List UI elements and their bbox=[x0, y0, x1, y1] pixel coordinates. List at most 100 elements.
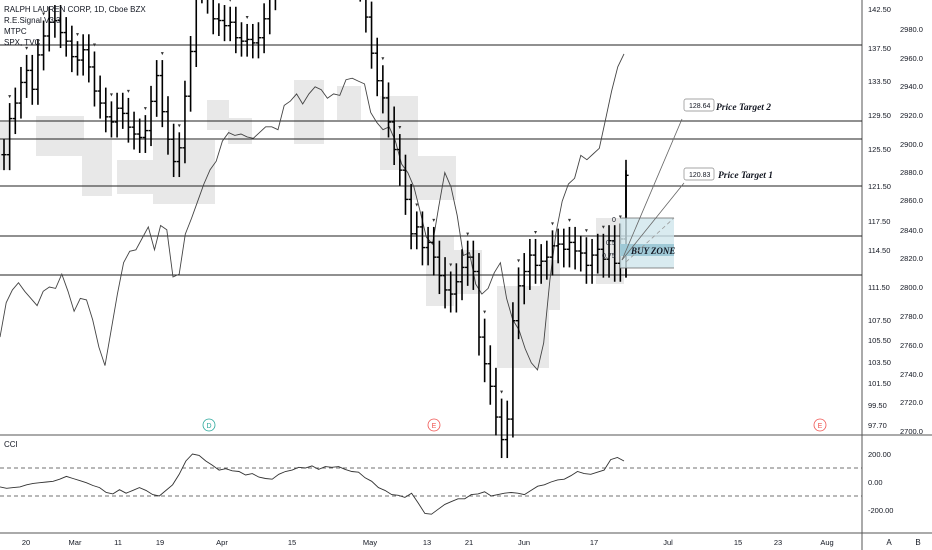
price-pane[interactable] bbox=[0, 0, 862, 434]
signal-arrow bbox=[143, 107, 147, 111]
signal-arrow bbox=[584, 229, 588, 233]
time-tick: 23 bbox=[774, 538, 782, 547]
spx-path bbox=[0, 53, 625, 371]
signal-arrow bbox=[567, 218, 571, 222]
spx-tick: 2760.0 bbox=[900, 341, 923, 350]
time-tick: 20 bbox=[22, 538, 30, 547]
cci-tick: 200.00 bbox=[868, 450, 891, 459]
price-tick: 97.70 bbox=[868, 421, 887, 430]
signal-arrow bbox=[109, 93, 113, 97]
time-axis[interactable]: 20 Mar 11 19 Apr 15 May 13 21 Jun 17 Jul 15 23 Aug bbox=[22, 538, 834, 547]
indicator-resignal[interactable]: R.E.Signal V3.3 bbox=[4, 16, 61, 25]
signal-arrow bbox=[449, 263, 453, 267]
signal-arrow bbox=[432, 218, 436, 222]
price-tick: 101.50 bbox=[868, 379, 891, 388]
price-tick: 137.50 bbox=[868, 44, 891, 53]
target1-annotation[interactable]: 120.83 Price Target 1 bbox=[683, 167, 773, 181]
target1-label: Price Target 1 bbox=[718, 171, 773, 181]
event-markers[interactable]: D E E bbox=[202, 418, 827, 432]
signal-arrow bbox=[550, 222, 554, 226]
cci-line bbox=[0, 453, 862, 515]
signal-arrow bbox=[25, 46, 29, 50]
time-tick: Jul bbox=[663, 538, 673, 547]
spx-tick: 2840.0 bbox=[900, 226, 923, 235]
signal-arrow bbox=[92, 43, 96, 47]
time-tick: Aug bbox=[820, 538, 833, 547]
signal-arrow bbox=[42, 12, 46, 16]
time-tick: 21 bbox=[465, 538, 473, 547]
spx-tick: 2720.0 bbox=[900, 398, 923, 407]
price-tick: 142.50 bbox=[868, 5, 891, 14]
spx-tick: 2940.0 bbox=[900, 82, 923, 91]
spx-line bbox=[0, 53, 625, 371]
cci-label: CCI bbox=[4, 440, 18, 449]
signal-arrow bbox=[8, 95, 12, 99]
target2-annotation[interactable]: 128.64 Price Target 2 bbox=[683, 98, 771, 113]
spx-tick: 2900.0 bbox=[900, 140, 923, 149]
signal-arrow bbox=[229, 0, 232, 2]
chart-title: RALPH LAUREN CORP, 1D, Cboe BZX bbox=[4, 5, 146, 14]
price-tick: 99.50 bbox=[868, 401, 887, 410]
time-tick: 19 bbox=[156, 538, 164, 547]
price-tick: 111.50 bbox=[868, 283, 890, 292]
signal-arrow bbox=[245, 15, 249, 19]
price-tick: 133.50 bbox=[868, 77, 891, 86]
earnings-marker-2[interactable] bbox=[813, 418, 827, 432]
earnings-marker-1[interactable] bbox=[427, 418, 441, 432]
price-tick: 105.50 bbox=[868, 336, 891, 345]
time-tick: 17 bbox=[590, 538, 598, 547]
price-tick: 117.50 bbox=[868, 217, 890, 226]
cci-pane[interactable] bbox=[0, 436, 862, 532]
signal-arrow bbox=[76, 33, 80, 37]
target1-projection[interactable] bbox=[621, 182, 685, 261]
spx-tick: 2880.0 bbox=[900, 168, 923, 177]
fib-05-label: 0.5 bbox=[606, 240, 616, 247]
earnings-marker-2-label: E bbox=[818, 423, 823, 430]
signal-arrow bbox=[618, 215, 622, 219]
price-tick: 107.50 bbox=[868, 316, 891, 325]
earnings-marker-1-label: E bbox=[432, 423, 437, 430]
auto-scale-button[interactable]: A bbox=[886, 538, 892, 547]
spx-tick: 2700.0 bbox=[900, 427, 923, 436]
cci-axis[interactable]: 200.00 0.00 -200.00 bbox=[868, 450, 893, 515]
dividend-marker-label: D bbox=[206, 423, 211, 430]
signal-arrow bbox=[381, 57, 385, 61]
signal-arrow bbox=[177, 124, 181, 128]
indicator-spx[interactable]: SPX, TVC bbox=[4, 38, 41, 47]
signal-arrow bbox=[160, 52, 164, 56]
fib-0-label: 0 bbox=[612, 217, 616, 224]
spx-tick: 2740.0 bbox=[900, 370, 923, 379]
price-levels[interactable] bbox=[0, 44, 862, 276]
price-tick: 103.50 bbox=[868, 358, 891, 367]
dividend-marker[interactable] bbox=[202, 418, 216, 432]
legend: RALPH LAUREN CORP, 1D, Cboe BZX R.E.Sign… bbox=[4, 5, 146, 47]
cci-path bbox=[0, 453, 625, 515]
cci-tick: -200.00 bbox=[868, 506, 893, 515]
signal-arrow bbox=[500, 390, 504, 394]
signal-arrow bbox=[466, 232, 470, 236]
spx-tick: 2820.0 bbox=[900, 254, 923, 263]
signal-arrow bbox=[601, 225, 605, 229]
target2-label: Price Target 2 bbox=[716, 103, 771, 113]
signal-arrow bbox=[398, 126, 402, 130]
target2-projection[interactable] bbox=[621, 118, 683, 261]
indicator-mtpc[interactable]: MTPC bbox=[4, 27, 27, 36]
spx-tick: 2960.0 bbox=[900, 54, 923, 63]
target2-price: 128.64 bbox=[689, 103, 711, 110]
time-tick: Jun bbox=[518, 538, 530, 547]
fib-075-label: 0.75 bbox=[602, 253, 616, 260]
price-axis[interactable]: 142.50 137.50 133.50 129.50 125.50 121.50 117.… bbox=[868, 5, 923, 436]
spx-tick: 2860.0 bbox=[900, 196, 923, 205]
time-tick: 13 bbox=[423, 538, 431, 547]
spx-tick: 2920.0 bbox=[900, 111, 923, 120]
price-tick: 121.50 bbox=[868, 182, 891, 191]
time-tick: 15 bbox=[288, 538, 296, 547]
time-tick: May bbox=[363, 538, 377, 547]
spx-tick: 2780.0 bbox=[900, 312, 923, 321]
signal-arrow bbox=[415, 203, 419, 207]
log-scale-button[interactable]: B bbox=[915, 538, 920, 547]
spx-tick: 2800.0 bbox=[900, 283, 923, 292]
price-tick: 129.50 bbox=[868, 111, 891, 120]
price-tick: 125.50 bbox=[868, 145, 891, 154]
